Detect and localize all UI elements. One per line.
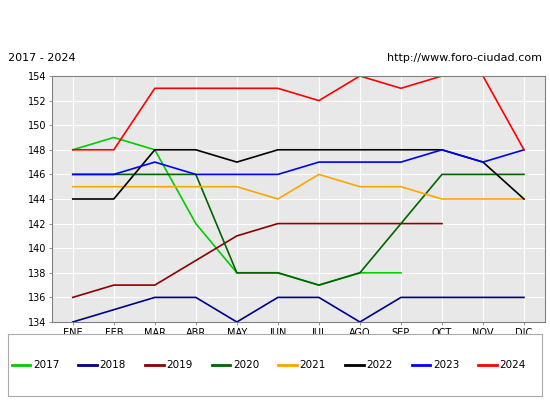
Text: Evolucion num de emigrantes en Trujillo: Evolucion num de emigrantes en Trujillo — [128, 14, 422, 28]
Text: 2022: 2022 — [366, 360, 393, 370]
Text: 2021: 2021 — [300, 360, 326, 370]
Text: 2020: 2020 — [233, 360, 259, 370]
Text: 2017 - 2024: 2017 - 2024 — [8, 53, 76, 63]
Text: 2019: 2019 — [166, 360, 192, 370]
Text: 2017: 2017 — [33, 360, 59, 370]
Text: http://www.foro-ciudad.com: http://www.foro-ciudad.com — [387, 53, 542, 63]
Text: 2024: 2024 — [500, 360, 526, 370]
Text: 2023: 2023 — [433, 360, 459, 370]
Text: 2018: 2018 — [100, 360, 126, 370]
